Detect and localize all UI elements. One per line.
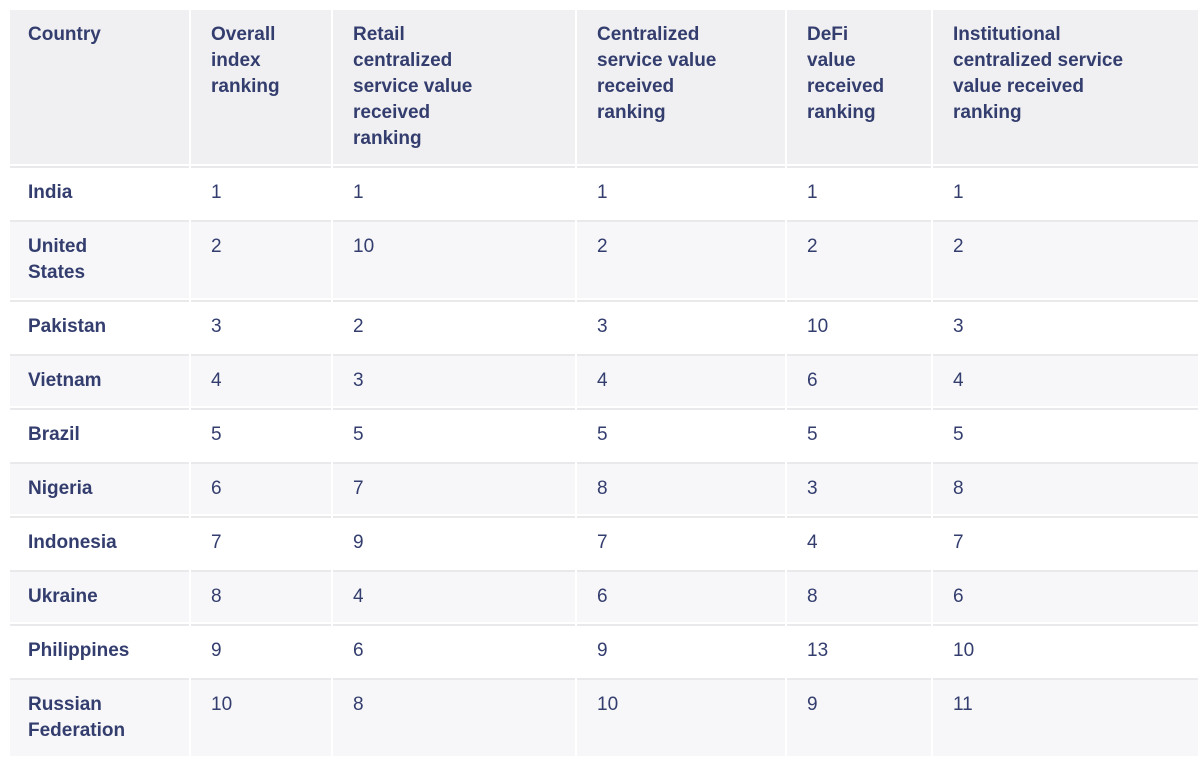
- table-row: Pakistan 3 2 3 10 3: [10, 300, 1198, 352]
- rank-cell: 10: [191, 678, 331, 756]
- rank-cell: 8: [787, 570, 931, 622]
- column-header-defi-value-received-ranking: DeFi value received ranking: [787, 10, 931, 164]
- rank-cell: 3: [577, 300, 785, 352]
- rank-cell: 6: [933, 570, 1198, 622]
- rank-cell: 7: [577, 516, 785, 568]
- rank-cell: 8: [577, 462, 785, 514]
- rank-cell: 1: [333, 166, 575, 218]
- rank-cell: 9: [333, 516, 575, 568]
- rank-cell: 4: [787, 516, 931, 568]
- table-header: Country Overall index ranking Retail cen…: [10, 10, 1198, 164]
- rank-cell: 4: [333, 570, 575, 622]
- rank-cell: 1: [933, 166, 1198, 218]
- rank-cell: 1: [787, 166, 931, 218]
- rank-cell: 10: [933, 624, 1198, 676]
- column-header-retail-centralized-service-value-received-ranking: Retail centralized service value receive…: [333, 10, 575, 164]
- rank-cell: 5: [333, 408, 575, 460]
- country-cell: Pakistan: [10, 300, 189, 352]
- rank-cell: 5: [933, 408, 1198, 460]
- country-cell: United States: [10, 220, 189, 298]
- country-cell: India: [10, 166, 189, 218]
- rank-cell: 13: [787, 624, 931, 676]
- rank-cell: 3: [787, 462, 931, 514]
- rank-cell: 6: [333, 624, 575, 676]
- rank-cell: 4: [191, 354, 331, 406]
- rank-cell: 6: [191, 462, 331, 514]
- rank-cell: 5: [787, 408, 931, 460]
- rank-cell: 7: [933, 516, 1198, 568]
- rank-cell: 2: [933, 220, 1198, 298]
- table-row: Indonesia 7 9 7 4 7: [10, 516, 1198, 568]
- rank-cell: 9: [577, 624, 785, 676]
- column-header-overall-index-ranking: Overall index ranking: [191, 10, 331, 164]
- rank-cell: 11: [933, 678, 1198, 756]
- country-cell: Nigeria: [10, 462, 189, 514]
- table-row: United States 2 10 2 2 2: [10, 220, 1198, 298]
- table-row: Philippines 9 6 9 13 10: [10, 624, 1198, 676]
- rank-cell: 10: [577, 678, 785, 756]
- rank-cell: 2: [333, 300, 575, 352]
- table-body: India 1 1 1 1 1 United States 2 10 2 2 2 Pakistan 3 2 3…: [10, 166, 1198, 756]
- table-row: Brazil 5 5 5 5 5: [10, 408, 1198, 460]
- country-cell: Brazil: [10, 408, 189, 460]
- rank-cell: 5: [191, 408, 331, 460]
- rank-cell: 7: [191, 516, 331, 568]
- table-row: Nigeria 6 7 8 3 8: [10, 462, 1198, 514]
- rank-cell: 4: [577, 354, 785, 406]
- rank-cell: 8: [333, 678, 575, 756]
- country-cell: Russian Federation: [10, 678, 189, 756]
- rank-cell: 9: [787, 678, 931, 756]
- table-row: Russian Federation 10 8 10 9 11: [10, 678, 1198, 756]
- rank-cell: 10: [333, 220, 575, 298]
- header-row: Country Overall index ranking Retail cen…: [10, 10, 1198, 164]
- rank-cell: 1: [577, 166, 785, 218]
- rank-cell: 4: [933, 354, 1198, 406]
- country-cell: Vietnam: [10, 354, 189, 406]
- rank-cell: 3: [333, 354, 575, 406]
- rank-cell: 8: [191, 570, 331, 622]
- rank-cell: 3: [933, 300, 1198, 352]
- country-cell: Indonesia: [10, 516, 189, 568]
- crypto-adoption-rankings-table: Country Overall index ranking Retail cen…: [8, 8, 1200, 758]
- rank-cell: 5: [577, 408, 785, 460]
- country-cell: Ukraine: [10, 570, 189, 622]
- rank-cell: 6: [577, 570, 785, 622]
- table-row: Vietnam 4 3 4 6 4: [10, 354, 1198, 406]
- rank-cell: 2: [787, 220, 931, 298]
- rank-cell: 2: [577, 220, 785, 298]
- country-cell: Philippines: [10, 624, 189, 676]
- table-row: India 1 1 1 1 1: [10, 166, 1198, 218]
- rank-cell: 6: [787, 354, 931, 406]
- rank-cell: 2: [191, 220, 331, 298]
- rank-cell: 8: [933, 462, 1198, 514]
- rank-cell: 7: [333, 462, 575, 514]
- table-row: Ukraine 8 4 6 8 6: [10, 570, 1198, 622]
- column-header-country: Country: [10, 10, 189, 164]
- rank-cell: 9: [191, 624, 331, 676]
- column-header-institutional-centralized-service-value-received-ranking: Institutional centralized service value …: [933, 10, 1198, 164]
- rank-cell: 3: [191, 300, 331, 352]
- rank-cell: 10: [787, 300, 931, 352]
- rank-cell: 1: [191, 166, 331, 218]
- column-header-centralized-service-value-received-ranking: Centralized service value received ranki…: [577, 10, 785, 164]
